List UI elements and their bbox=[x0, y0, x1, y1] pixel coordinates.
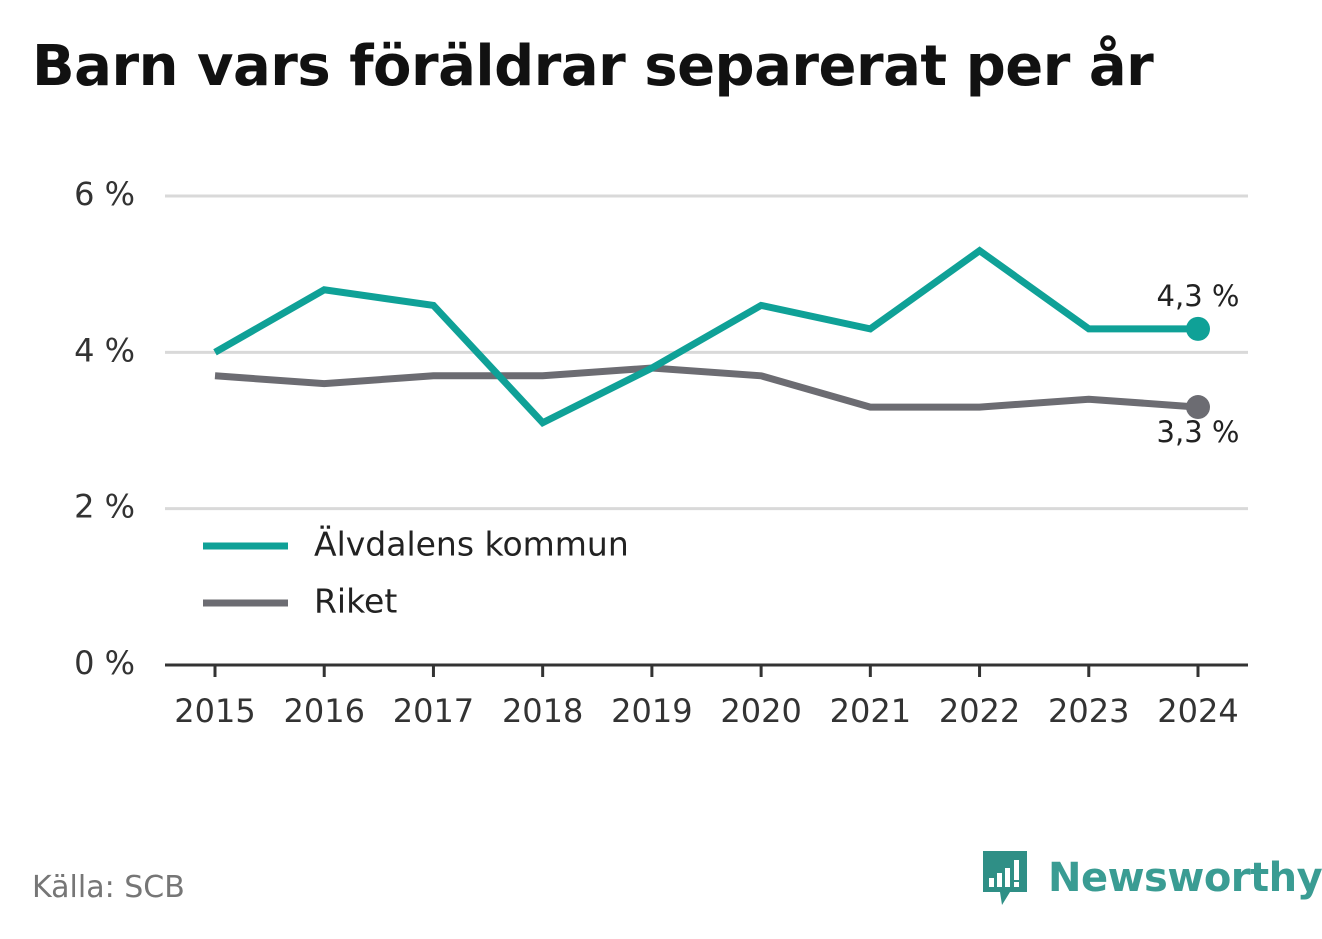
series-end-point-2 bbox=[1186, 395, 1210, 420]
newsworthy-logo-icon bbox=[983, 851, 1027, 905]
y-tick-label: 2 % bbox=[74, 488, 135, 526]
end-value-label-1: 4,3 % bbox=[1157, 279, 1240, 313]
y-tick-label: 4 % bbox=[74, 331, 135, 369]
legend: Älvdalens kommun Riket bbox=[203, 525, 629, 621]
series-line-2 bbox=[214, 364, 1199, 411]
y-tick-label: 6 % bbox=[74, 175, 135, 213]
legend-label-1: Älvdalens kommun bbox=[314, 525, 629, 564]
series-line-1 bbox=[213, 246, 1198, 428]
series-end-point-1 bbox=[1186, 316, 1210, 341]
y-axis-tick-labels: 0 % 2 % 4 % 6 % bbox=[74, 175, 135, 682]
y-tick-label: 0 % bbox=[74, 644, 135, 682]
x-tick-label: 2020 bbox=[720, 692, 801, 730]
chart-title: Barn vars föräldrar separerat per år bbox=[32, 34, 1154, 99]
x-tick-label: 2024 bbox=[1157, 692, 1238, 730]
brand[interactable]: Newsworthy bbox=[980, 848, 1322, 908]
x-tick-label: 2019 bbox=[611, 692, 692, 730]
x-tick-label: 2022 bbox=[939, 692, 1020, 730]
x-tick-label: 2023 bbox=[1048, 692, 1129, 730]
x-axis: 2015 2016 2017 2018 2019 2020 2021 2022 2023 2024 bbox=[165, 663, 1248, 730]
end-value-labels: 4,3 % 3,3 % bbox=[1157, 279, 1240, 449]
end-value-label-2: 3,3 % bbox=[1157, 415, 1240, 449]
x-tick-label: 2016 bbox=[284, 692, 365, 730]
grid-lines bbox=[165, 194, 1248, 511]
brand-name: Newsworthy bbox=[1048, 855, 1322, 901]
x-tick-label: 2021 bbox=[830, 692, 911, 730]
x-tick-label: 2018 bbox=[502, 692, 583, 730]
series-lines bbox=[213, 246, 1210, 428]
legend-label-2: Riket bbox=[314, 582, 397, 621]
line-chart: 0 % 2 % 4 % 6 % 2015 2016 2017 2018 2019 2020 202… bbox=[74, 175, 1248, 730]
source-note: Källa: SCB bbox=[32, 870, 185, 905]
x-tick-label: 2015 bbox=[174, 692, 255, 730]
x-tick-label: 2017 bbox=[393, 692, 474, 730]
